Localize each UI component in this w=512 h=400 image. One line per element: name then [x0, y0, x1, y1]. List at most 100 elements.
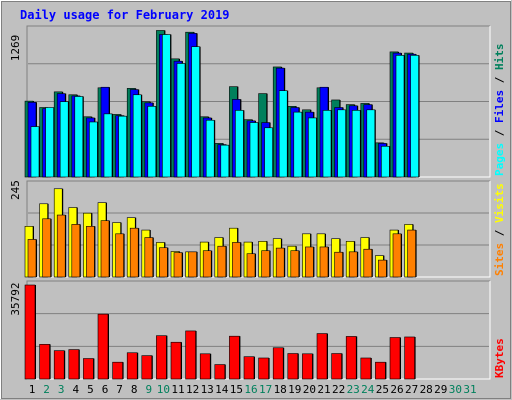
day-label-1: 1: [29, 383, 36, 396]
bar-kbytes-day-13: [199, 353, 211, 380]
panel-2-legend: Sites / Visits: [493, 183, 506, 276]
legend-kbytes: KBytes: [493, 338, 506, 378]
day-label-29: 29: [434, 383, 447, 396]
day-label-7: 7: [116, 383, 123, 396]
bar-kbytes-day-25: [375, 361, 386, 380]
bar-kbytes-day-3: [53, 350, 65, 380]
bar-pages-day-17: [264, 127, 273, 178]
panel-1-ymax-label: 1269: [9, 35, 22, 62]
bar-pages-day-16: [249, 122, 259, 178]
bar-pages-day-13: [205, 119, 215, 178]
panel-2-ymax-label: 245: [9, 180, 22, 200]
bar-pages-day-10: [162, 34, 171, 178]
bar-kbytes-day-18: [272, 347, 284, 380]
bar-sites-day-17: [261, 250, 270, 278]
bar-kbytes-day-19: [287, 353, 299, 380]
bar-pages-day-26: [395, 55, 405, 178]
bar-kbytes-day-17: [258, 357, 269, 380]
day-label-2: 2: [43, 383, 50, 396]
bar-pages-day-15: [235, 110, 244, 178]
bar-kbytes-day-5: [83, 358, 94, 380]
bar-sites-day-13: [202, 250, 212, 278]
bar-kbytes-day-9: [141, 355, 153, 380]
bar-pages-day-27: [410, 55, 419, 178]
bar-sites-day-19: [290, 250, 300, 278]
bar-sites-day-23: [348, 251, 358, 278]
bar-pages-day-18: [278, 90, 288, 178]
bar-sites-day-27: [407, 229, 416, 278]
legend-hits: Hits: [493, 44, 506, 71]
day-label-19: 19: [288, 383, 301, 396]
day-label-17: 17: [259, 383, 272, 396]
bar-sites-day-14: [217, 245, 227, 278]
bar-kbytes-day-1: [24, 284, 36, 380]
day-label-10: 10: [157, 383, 170, 396]
bar-sites-day-8: [129, 227, 139, 278]
bar-sites-day-21: [319, 246, 329, 278]
bar-sites-day-9: [144, 237, 154, 278]
bar-kbytes-day-27: [404, 336, 415, 380]
bar-pages-day-8: [132, 94, 142, 178]
day-label-18: 18: [274, 383, 287, 396]
bar-kbytes-day-24: [360, 357, 372, 380]
bar-sites-day-4: [71, 224, 81, 278]
day-label-16: 16: [244, 383, 257, 396]
bar-pages-day-2: [45, 107, 54, 178]
day-label-22: 22: [332, 383, 345, 396]
bar-kbytes-day-23: [345, 336, 357, 380]
panel-2-ymax: 245: [9, 180, 22, 200]
day-label-14: 14: [215, 383, 229, 396]
day-label-3: 3: [58, 383, 65, 396]
day-label-23: 23: [347, 383, 360, 396]
legend-sep-3: /: [493, 223, 506, 243]
bar-sites-day-11: [173, 252, 183, 278]
legend-visits: Visits: [493, 183, 506, 223]
bar-sites-day-6: [100, 220, 110, 278]
bar-pages-day-14: [220, 144, 230, 178]
panel-1: [24, 25, 491, 178]
legend-pages: Pages: [493, 143, 506, 176]
bar-kbytes-day-14: [214, 364, 226, 380]
bar-kbytes-day-16: [243, 356, 255, 380]
day-label-31: 31: [463, 383, 476, 396]
day-label-27: 27: [405, 383, 418, 396]
bar-pages-day-1: [30, 126, 40, 178]
bar-sites-day-2: [42, 218, 51, 278]
legend-sites: Sites: [493, 243, 506, 276]
svg-text:Sites / Visits: Sites / Visits: [493, 183, 506, 276]
bar-pages-day-7: [118, 115, 127, 178]
bar-kbytes-day-6: [97, 313, 109, 380]
panel-2: [24, 180, 491, 278]
day-label-30: 30: [449, 383, 462, 396]
bar-sites-day-12: [188, 251, 197, 278]
day-label-8: 8: [131, 383, 138, 396]
bar-kbytes-day-7: [112, 361, 123, 380]
bar-pages-day-23: [351, 110, 361, 178]
bar-sites-day-20: [305, 246, 314, 278]
bar-kbytes-day-10: [156, 335, 167, 380]
bar-kbytes-day-15: [229, 335, 240, 380]
bar-sites-day-26: [392, 233, 402, 278]
day-label-15: 15: [230, 383, 243, 396]
bar-pages-day-3: [59, 101, 69, 178]
legend-files: Files: [493, 90, 506, 123]
bar-pages-day-20: [308, 117, 317, 178]
bar-pages-day-9: [147, 106, 157, 178]
legend-sep-2: /: [493, 70, 506, 90]
bar-kbytes-day-12: [185, 330, 196, 380]
bar-pages-day-11: [176, 63, 186, 178]
panel-3: [24, 280, 491, 380]
panel-3-ymax: 35792: [9, 282, 22, 315]
bar-pages-day-22: [337, 109, 346, 178]
svg-text:Pages / Files / Hits: Pages / Files / Hits: [493, 44, 506, 177]
legend-sep-1: /: [493, 123, 506, 143]
bar-sites-day-18: [275, 247, 285, 278]
bar-sites-day-22: [334, 251, 343, 278]
day-label-25: 25: [376, 383, 389, 396]
day-label-6: 6: [102, 383, 109, 396]
bar-kbytes-day-4: [68, 349, 80, 380]
bar-kbytes-day-20: [302, 353, 313, 380]
svg-text:KBytes: KBytes: [493, 338, 506, 378]
day-label-9: 9: [145, 383, 152, 396]
